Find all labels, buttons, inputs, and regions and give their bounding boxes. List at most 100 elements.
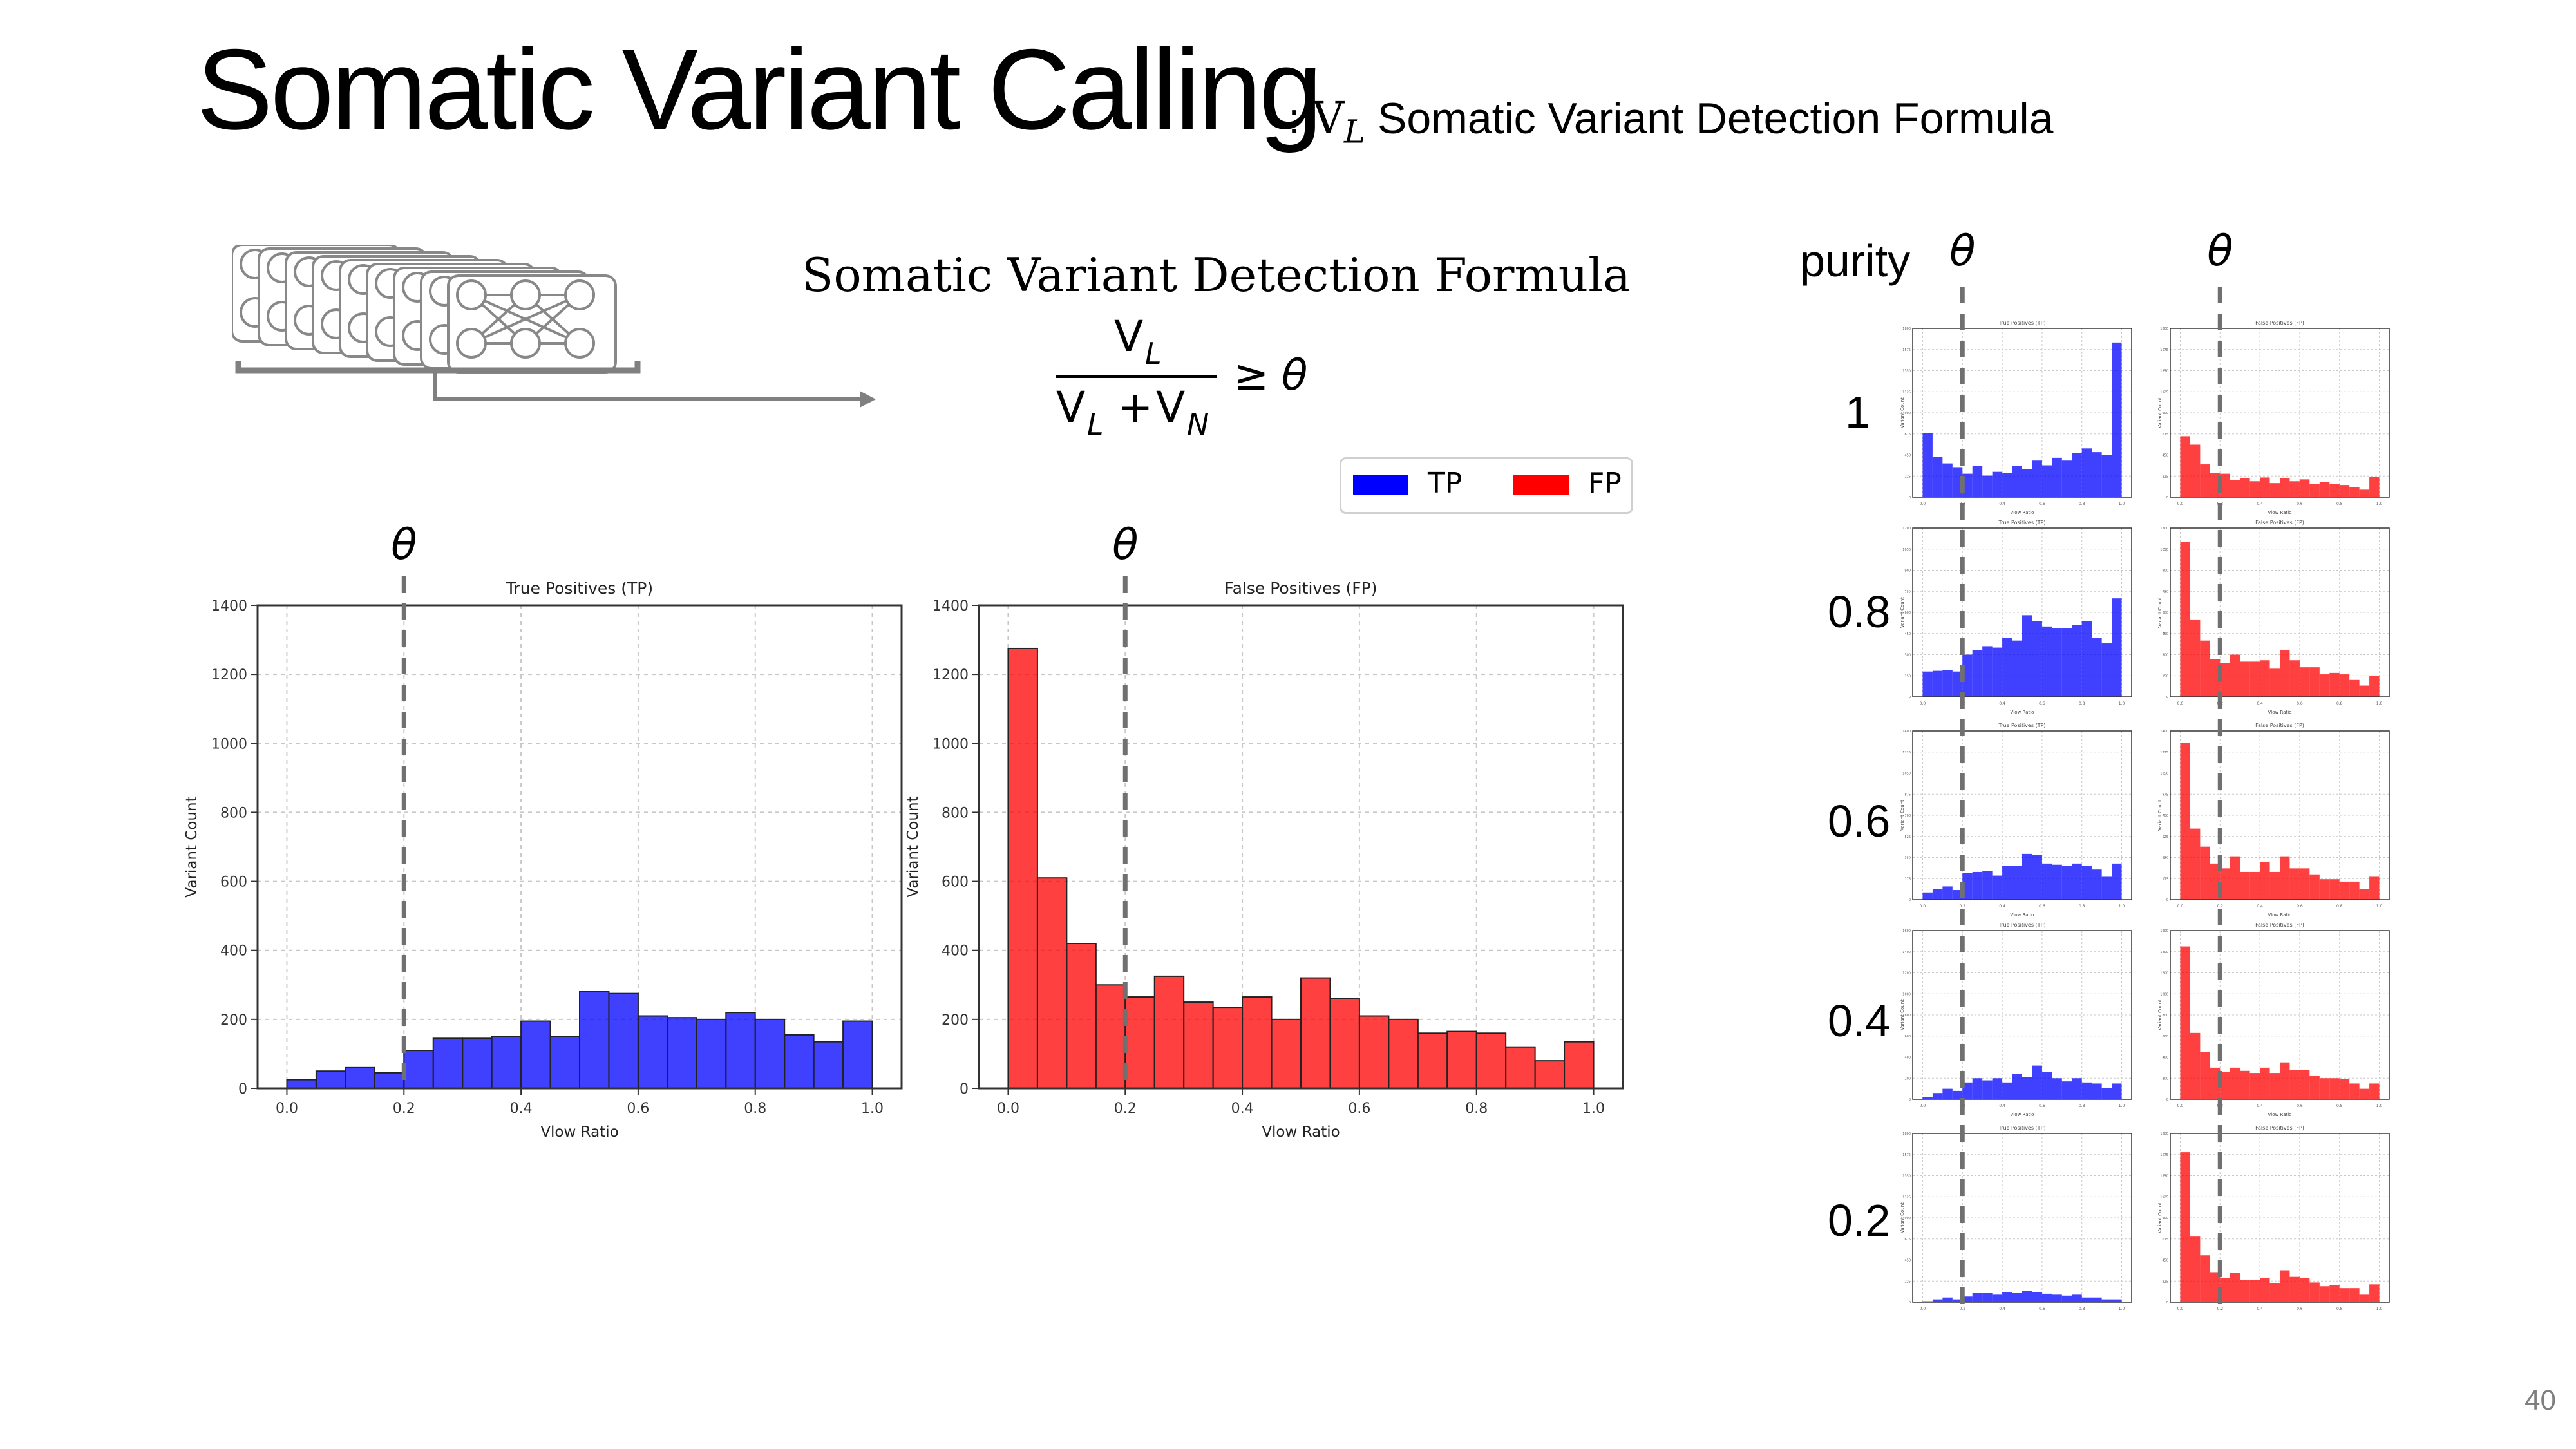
mini-y-tick-label: 600 [1904,1035,1911,1039]
histogram-bar [2230,654,2240,697]
mini-chart-title: True Positives (TP) [1998,922,2045,928]
mini-y-tick-label: 700 [2162,814,2168,818]
histogram-bar [2249,1280,2260,1302]
histogram-bar [1922,892,1933,900]
histogram-bar [2319,482,2330,497]
histogram-bar [1932,1299,1943,1302]
histogram-bar [2022,469,2032,497]
mini-y-tick-label: 300 [2162,654,2168,658]
histogram-bar [2339,1079,2350,1099]
histogram-bar [2230,480,2240,497]
formula-denominator-b: V [1156,383,1185,432]
histogram-bar [1942,1297,1953,1302]
histogram-bar [2002,638,2012,697]
x-tick-label: 0.2 [1114,1101,1137,1117]
histogram-bar [2369,476,2380,497]
formula-plus: + [1117,383,1153,432]
histogram-bar [2190,1032,2201,1099]
histogram-bar [2180,946,2190,1099]
y-tick-label: 400 [220,943,247,960]
mini-y-tick-label: 1125 [2160,390,2168,394]
histogram-bar [2012,466,2022,497]
histogram-bar [2041,626,2052,697]
histogram-bar [2289,1276,2300,1302]
histogram-bar [1183,1001,1214,1089]
mini-x-tick-label: 0.8 [2079,1104,2085,1108]
mini-y-tick-label: 0 [2166,496,2168,500]
histogram-bar [1982,475,1993,497]
histogram-bar [2339,674,2350,697]
plot-frame [978,604,1624,1090]
histogram-bar [2032,855,2042,900]
mini-chart-title: False Positives (FP) [2255,723,2304,728]
mini-y-tick-label: 1000 [1902,992,1911,996]
histogram-bar [2349,679,2360,697]
mini-y-tick-label: 450 [1904,454,1911,458]
histogram-bar [1952,1299,1963,1302]
x-tick-label: 0.2 [393,1101,415,1117]
histogram-bar [2359,1294,2370,1302]
histogram-bar [1932,457,1943,497]
mini-y-tick-label: 1800 [1902,327,1911,331]
mini-y-tick-label: 1575 [2160,1153,2168,1157]
histogram-bar [2112,1299,2122,1302]
histogram-bar [2012,640,2022,697]
histogram-bar [667,1017,697,1090]
y-tick-label: 200 [942,1012,969,1028]
histogram-bar [1242,996,1273,1089]
histogram-bar [2280,856,2290,900]
mini-x-tick-label: 0.4 [1999,701,2005,706]
histogram-bar [2230,856,2240,900]
histogram-bar [2269,668,2280,697]
histogram-bar [1942,886,1953,900]
mini-x-tick-label: 0.0 [1920,1307,1926,1311]
mini-y-axis-label: Variant Count [1900,1202,1905,1233]
mini-y-tick-label: 1350 [2160,370,2168,374]
mini-y-tick-label: 175 [2162,877,2168,881]
histogram-bar [2329,484,2340,497]
histogram-bar [2081,866,2092,900]
histogram-bar [1300,977,1331,1089]
formula-denominator-a: V [1056,383,1085,432]
histogram-bar [1922,671,1933,697]
mini-y-tick-label: 900 [2162,412,2168,415]
x-tick-label: 0.4 [510,1101,533,1117]
y-tick-label: 800 [220,805,247,821]
histogram-bar [2329,879,2340,900]
mini-y-tick-label: 150 [1904,674,1911,678]
mini-x-axis-label: Vlow Ratio [2011,1112,2034,1117]
mini-y-tick-label: 1000 [2160,992,2168,996]
histogram-bar [1329,998,1360,1090]
histogram-bar [2309,1282,2320,1302]
histogram-bar [2289,868,2300,900]
histogram-bar [2061,1081,2072,1099]
mini-x-tick-label: 0.8 [2079,502,2085,506]
histogram-bar [2101,1299,2112,1302]
mini-y-tick-label: 1200 [1902,972,1911,976]
plot-frame [256,604,903,1090]
histogram-bar [462,1037,493,1089]
histogram-bar [2309,1075,2320,1099]
mini-y-tick-label: 900 [1904,569,1911,573]
network-stack-diagram [232,245,876,408]
histogram-bar [725,1012,756,1090]
mini-chart-title: False Positives (FP) [2255,520,2304,526]
histogram-bar [1952,467,1963,497]
y-tick-label: 1400 [933,598,969,614]
mini-x-tick-label: 1.0 [2119,1104,2125,1108]
histogram-bar [2369,676,2380,697]
network-node-icon [456,328,487,359]
histogram-bar [2240,1070,2250,1099]
plot-frame [1912,930,2132,1100]
mini-y-axis-label: Variant Count [2157,800,2163,831]
histogram-bar [754,1018,786,1089]
mini-y-tick-label: 1050 [1902,548,1911,552]
mini-y-tick-label: 1050 [1902,772,1911,776]
chart-legend: TP FP [1340,457,1633,514]
histogram-bar [2052,1294,2062,1302]
x-axis-label: Vlow Ratio [540,1124,618,1141]
mini-y-tick-label: 800 [1904,1014,1911,1018]
mini-x-tick-label: 0.8 [2336,1307,2343,1311]
subtitle-subscript: L [1343,113,1366,151]
histogram-bar [1952,1090,1963,1099]
